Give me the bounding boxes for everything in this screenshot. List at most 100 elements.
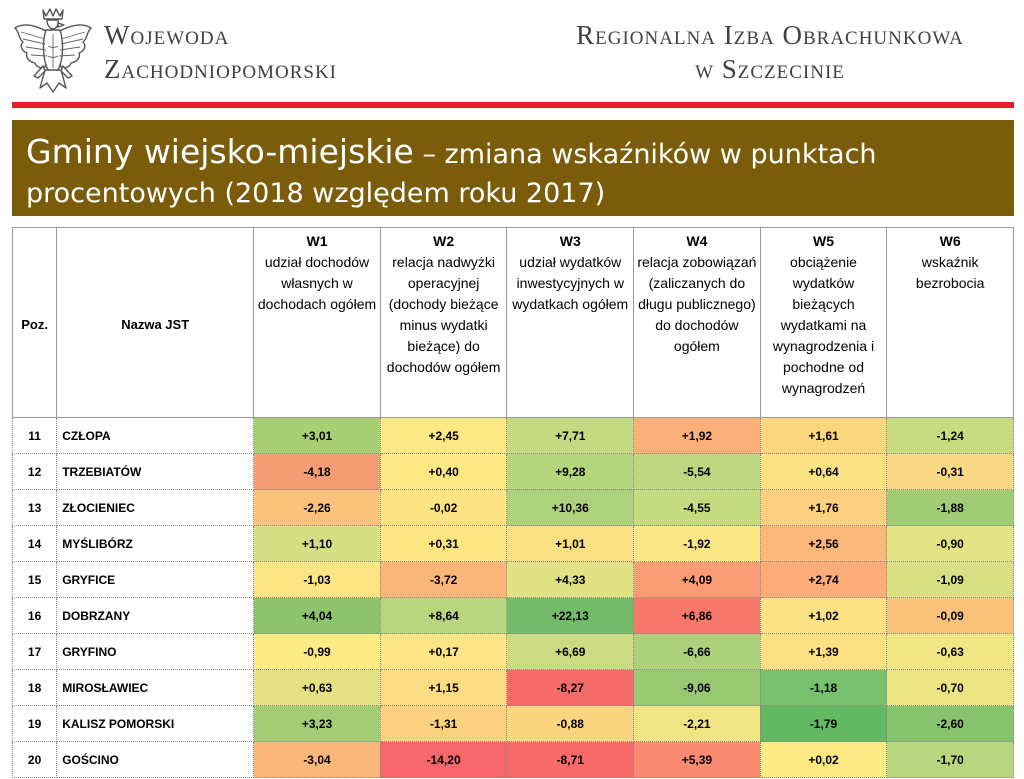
cell-w2: +0,17 — [379, 633, 508, 670]
table-row: 18 MIROSŁAWIEC +0,63 +1,15 -8,27 -9,06 -1,18 -0… — [11, 669, 1014, 706]
header-w4-code: W4 — [686, 233, 708, 249]
header-w3-code: W3 — [559, 233, 581, 249]
cell-w2: +2,45 — [379, 417, 508, 454]
row-name: DOBRZANY — [56, 597, 255, 634]
table-row: 19 KALISZ POMORSKI +3,23 -1,31 -0,88 -2,21 -1,… — [11, 705, 1014, 742]
cell-w4: -5,54 — [633, 453, 761, 490]
row-position: 17 — [11, 633, 58, 670]
page-title: Gminy wiejsko-miejskie – zmiana wskaźnik… — [26, 134, 1002, 215]
cell-w5: +2,56 — [759, 525, 888, 562]
cell-w4: -6,66 — [633, 633, 761, 670]
table-row: 14 MYŚLIBÓRZ +1,10 +0,31 +1,01 -1,92 +2,56 -0,9… — [11, 525, 1014, 562]
table-row: 13 ZŁOCIENIEC -2,26 -0,02 +10,36 -4,55 +1,76 -1… — [11, 489, 1014, 526]
cell-w6: -0,31 — [886, 453, 1014, 490]
row-name: ZŁOCIENIEC — [56, 489, 255, 526]
cell-w5: +2,74 — [759, 561, 888, 598]
cell-w1: +4,04 — [253, 597, 381, 634]
cell-w6: -2,60 — [886, 705, 1014, 742]
header-w2-desc: relacja nadwyżki operacyjnej (dochody bi… — [386, 254, 501, 375]
cell-w3: +6,69 — [506, 633, 635, 670]
cell-w2: +0,31 — [379, 525, 508, 562]
table-row: 16 DOBRZANY +4,04 +8,64 +22,13 +6,86 +1,02 -0,0… — [11, 597, 1014, 634]
cell-w4: -2,21 — [633, 705, 761, 742]
cell-w4: +6,86 — [633, 597, 761, 634]
table-row: 20 GOŚCINO -3,04 -14,20 -8,71 +5,39 +0,02 -1,70 — [11, 741, 1014, 778]
row-name: TRZEBIATÓW — [56, 453, 255, 490]
cell-w5: -1,18 — [759, 669, 888, 706]
cell-w3: +9,28 — [506, 453, 635, 490]
row-position: 14 — [11, 525, 58, 562]
cell-w2: -0,02 — [379, 489, 508, 526]
page-header: Wojewoda Zachodniopomorski Regionalna Iz… — [0, 0, 1024, 100]
header-w1-code: W1 — [306, 233, 328, 249]
cell-w6: -1,24 — [886, 417, 1014, 454]
cell-w5: -1,79 — [759, 705, 888, 742]
row-position: 13 — [11, 489, 58, 526]
cell-w1: -4,18 — [253, 453, 381, 490]
header-w5: W5 obciążenie wydatków bieżących wydatkam… — [759, 227, 888, 418]
cell-w1: -2,26 — [253, 489, 381, 526]
cell-w2: -14,20 — [379, 741, 508, 778]
header-w3: W3 udział wydatków inwestycyjnych w wydat… — [506, 227, 635, 418]
chamber-name: Regionalna Izba Obrachunkowa w Szczecini… — [520, 18, 1020, 86]
title-main: Gminy wiejsko-miejskie — [26, 132, 414, 171]
voivode-name: Wojewoda Zachodniopomorski — [104, 18, 337, 86]
voivode-line-2: Zachodniopomorski — [104, 54, 338, 84]
cell-w4: +1,92 — [633, 417, 761, 454]
cell-w4: +4,09 — [633, 561, 761, 598]
table-header-row: Poz. Nazwa JST W1 udział dochodów własnyc… — [11, 227, 1014, 418]
title-subtitle-line-2: procentowych (2018 względem roku 2017) — [26, 178, 606, 209]
row-name: GRYFICE — [56, 561, 255, 598]
header-w1-desc: udział dochodów własnych w dochodach ogó… — [257, 254, 377, 312]
table-row: 11 CZŁOPA +3,01 +2,45 +7,71 +1,92 +1,61 -1,24 — [11, 417, 1014, 454]
cell-w3: -0,88 — [506, 705, 635, 742]
cell-w3: +10,36 — [506, 489, 635, 526]
cell-w5: +1,76 — [759, 489, 888, 526]
cell-w2: +8,64 — [379, 597, 508, 634]
header-w5-desc: obciążenie wydatków bieżących wydatkami … — [772, 254, 875, 396]
header-name: Nazwa JST — [56, 227, 255, 418]
header-w2-code: W2 — [433, 233, 455, 249]
header-w6-desc: wskaźnik bezrobocia — [915, 254, 985, 291]
cell-w1: +3,23 — [253, 705, 381, 742]
table-row: 12 TRZEBIATÓW -4,18 +0,40 +9,28 -5,54 +0,64 -0,… — [11, 453, 1014, 490]
indicators-table: Poz. Nazwa JST W1 udział dochodów własnyc… — [11, 227, 1014, 778]
chamber-line-1: Regionalna Izba Obrachunkowa — [576, 20, 964, 50]
cell-w6: -1,88 — [886, 489, 1014, 526]
cell-w4: +5,39 — [633, 741, 761, 778]
cell-w6: -0,63 — [886, 633, 1014, 670]
row-position: 11 — [11, 417, 58, 454]
cell-w1: +3,01 — [253, 417, 381, 454]
row-name: GRYFINO — [56, 633, 255, 670]
row-position: 15 — [11, 561, 58, 598]
header-w4-desc: relacja zobowiązań (zaliczanych do długu… — [637, 254, 757, 354]
cell-w5: +1,61 — [759, 417, 888, 454]
chamber-line-2: w Szczecinie — [695, 54, 845, 84]
table-row: 17 GRYFINO -0,99 +0,17 +6,69 -6,66 +1,39 -0,63 — [11, 633, 1014, 670]
voivode-line-1: Wojewoda — [104, 20, 230, 50]
cell-w5: +0,64 — [759, 453, 888, 490]
cell-w3: +22,13 — [506, 597, 635, 634]
cell-w3: -8,71 — [506, 741, 635, 778]
row-position: 19 — [11, 705, 58, 742]
header-w2: W2 relacja nadwyżki operacyjnej (dochody … — [379, 227, 508, 418]
header-w6: W6 wskaźnik bezrobocia — [886, 227, 1014, 418]
cell-w5: +0,02 — [759, 741, 888, 778]
header-w1: W1 udział dochodów własnych w dochodach o… — [253, 227, 381, 418]
cell-w2: +1,15 — [379, 669, 508, 706]
header-w6-code: W6 — [939, 233, 961, 249]
cell-w5: +1,02 — [759, 597, 888, 634]
cell-w6: -1,09 — [886, 561, 1014, 598]
cell-w5: +1,39 — [759, 633, 888, 670]
table-body: 11 CZŁOPA +3,01 +2,45 +7,71 +1,92 +1,61 -1,24 12… — [11, 417, 1014, 778]
row-name: GOŚCINO — [56, 741, 255, 778]
title-subtitle-line-1: – zmiana wskaźników w punktach — [413, 139, 877, 170]
row-name: KALISZ POMORSKI — [56, 705, 255, 742]
header-divider — [12, 102, 1014, 108]
cell-w1: +0,63 — [253, 669, 381, 706]
row-position: 18 — [11, 669, 58, 706]
row-name: MIROSŁAWIEC — [56, 669, 255, 706]
header-w4: W4 relacja zobowiązań (zaliczanych do dłu… — [633, 227, 761, 418]
cell-w3: +1,01 — [506, 525, 635, 562]
cell-w6: -1,70 — [886, 741, 1014, 778]
